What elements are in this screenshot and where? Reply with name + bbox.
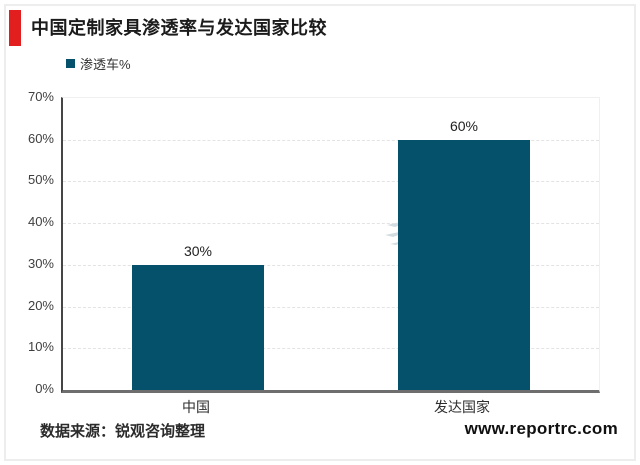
legend-marker-square xyxy=(66,59,75,68)
bar-发达国家 xyxy=(398,139,530,390)
x-axis-category-label: 发达国家 xyxy=(434,399,490,415)
gridline xyxy=(63,139,599,141)
y-axis-tick-label: 10% xyxy=(27,339,54,355)
bar-value-label: 30% xyxy=(183,242,213,259)
website-url: www.reportrc.com xyxy=(464,419,618,438)
legend: 渗透车% xyxy=(66,54,131,73)
y-axis-tick-label: 20% xyxy=(27,297,54,313)
plot-area: 30% 60% xyxy=(61,97,600,393)
gridline xyxy=(63,223,599,225)
gridline xyxy=(63,306,599,308)
y-axis-tick-label: 30% xyxy=(27,255,54,271)
legend-label: 渗透车% xyxy=(80,57,131,72)
gridline xyxy=(63,181,599,183)
y-axis-tick-label: 70% xyxy=(27,89,54,104)
gridline xyxy=(63,264,599,266)
x-axis-category-label: 中国 xyxy=(182,399,210,415)
y-axis-tick-label: 0% xyxy=(35,381,54,396)
bar-中国 xyxy=(132,264,264,390)
data-source: 数据来源：锐观咨询整理 xyxy=(40,423,206,440)
y-axis-tick-label: 40% xyxy=(27,214,54,230)
bar-value-label: 60% xyxy=(449,117,479,134)
gridline xyxy=(63,348,599,350)
y-axis-tick-label: 50% xyxy=(27,172,54,188)
red-accent-bar xyxy=(9,10,21,46)
chart-title: 中国定制家具渗透率与发达国家比较 xyxy=(31,18,327,38)
y-axis-tick-label: 60% xyxy=(27,130,54,146)
